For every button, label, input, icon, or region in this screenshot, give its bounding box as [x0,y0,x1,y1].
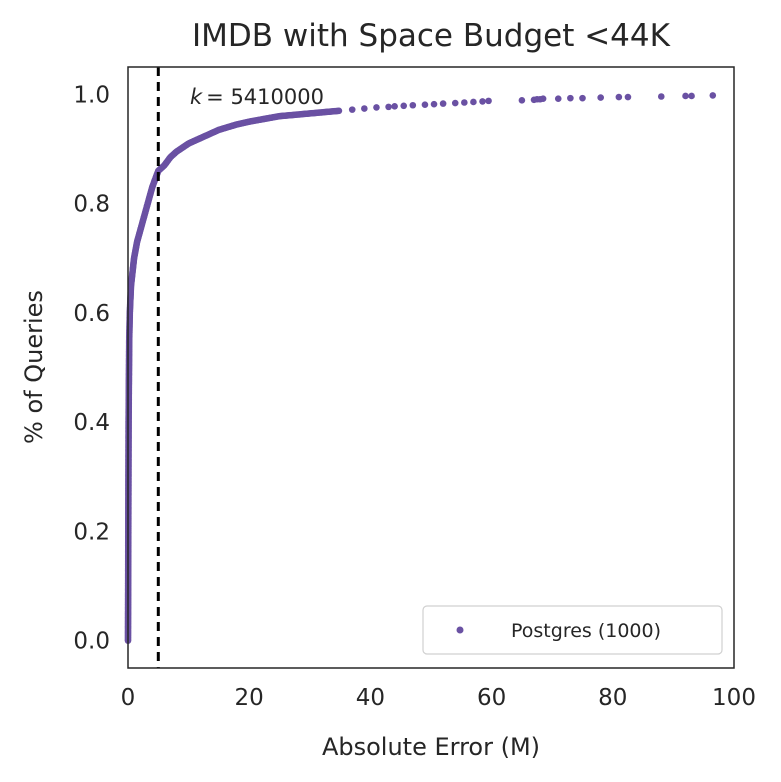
legend-label: Postgres (1000) [511,620,661,642]
data-point [409,101,417,109]
data-point [624,93,632,101]
data-point [567,94,574,102]
y-tick-label: 0.4 [73,410,110,436]
data-point [348,106,356,113]
data-point [439,100,447,107]
data-point [539,95,547,102]
data-point [554,95,562,102]
data-point [400,102,408,110]
data-point [451,99,459,107]
data-point [518,97,526,104]
data-point [688,92,695,100]
y-tick-label: 0.2 [73,519,110,545]
x-tick-label: 100 [712,685,756,711]
y-tick-label: 0.0 [73,629,110,655]
threshold-annotation: k = 5410000 [190,85,324,109]
data-point [615,93,623,101]
data-point [461,99,468,106]
x-axis-label: Absolute Error (M) [322,733,540,761]
y-tick-label: 0.6 [73,301,110,327]
data-point [361,105,368,112]
legend: Postgres (1000) [422,605,723,655]
chart-title: IMDB with Space Budget <44K [192,18,671,54]
data-point [391,103,398,110]
x-axis-ticks: 0 20 40 60 80 100 [121,685,756,711]
plot-frame [127,66,735,669]
x-tick-label: 0 [121,685,136,711]
y-axis-ticks: 0.0 0.2 0.4 0.6 0.8 1.0 [73,82,110,654]
data-point [597,94,604,101]
x-tick-label: 80 [598,685,627,711]
y-axis-label: % of Queries [20,290,48,444]
data-point [373,104,380,111]
plot-area [124,67,717,668]
data-point [485,97,492,105]
x-tick-label: 40 [356,685,385,711]
data-point [657,93,665,100]
data-point [682,92,689,100]
data-point [479,98,486,105]
y-tick-label: 1.0 [73,82,110,108]
y-tick-label: 0.8 [73,192,110,218]
legend-marker [456,626,464,634]
data-point [470,98,477,106]
data-point [421,101,429,108]
data-point [709,92,717,99]
legend-box [422,605,723,655]
data-point [385,103,392,111]
data-point [430,100,438,108]
data-point [335,107,343,115]
data-point [579,94,586,102]
x-tick-label: 60 [477,685,506,711]
x-tick-label: 20 [235,685,264,711]
